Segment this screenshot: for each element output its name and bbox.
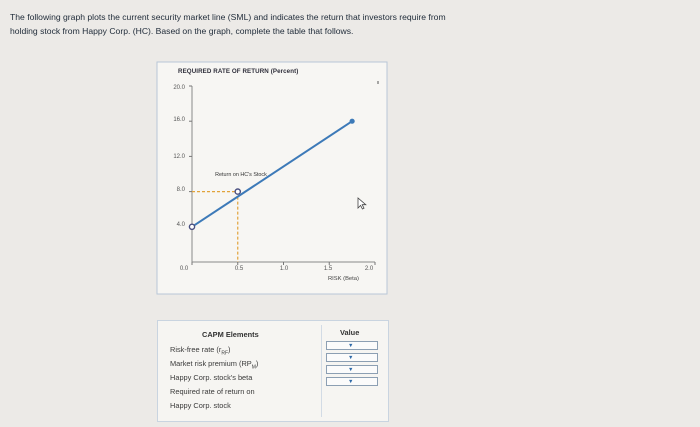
y-tick-label: 8.0 bbox=[176, 187, 185, 193]
y-tick-label: 4.0 bbox=[176, 222, 185, 228]
instructions: The following graph plots the current se… bbox=[10, 10, 570, 38]
stock-beta-dropdown[interactable]: ▼ bbox=[326, 365, 378, 374]
x-axis-title: RISK (Beta) bbox=[328, 276, 359, 282]
risk-free-point-marker[interactable] bbox=[188, 223, 196, 231]
y-tick-label: 16.0 bbox=[173, 117, 185, 123]
row-label-risk-free-rate: Risk-free rate (rRF) bbox=[170, 345, 231, 357]
instructions-line-1: The following graph plots the current se… bbox=[10, 12, 446, 22]
sml-endpoint-marker[interactable] bbox=[349, 118, 355, 124]
market-risk-premium-dropdown[interactable]: ▼ bbox=[326, 353, 378, 362]
y-axis-title: REQUIRED RATE OF RETURN (Percent) bbox=[178, 68, 299, 75]
row-label-stock-beta: Happy Corp. stock's beta bbox=[170, 373, 253, 382]
markers-layer bbox=[188, 118, 355, 231]
y-tick-label: 20.0 bbox=[173, 85, 185, 91]
guide-lines bbox=[192, 191, 239, 262]
chevron-down-icon: ▼ bbox=[348, 355, 354, 361]
required-return-dropdown[interactable]: ▼ bbox=[326, 377, 378, 386]
plot-frame bbox=[156, 61, 388, 295]
mouse-cursor-icon bbox=[357, 197, 367, 210]
row-label-market-risk-premium: Market risk premium (RPM) bbox=[170, 359, 259, 371]
table-divider bbox=[321, 325, 322, 417]
x-tick-label: 0.0 bbox=[179, 266, 189, 272]
y-tick-label: 12.0 bbox=[173, 154, 185, 160]
capm-elements-header: CAPM Elements bbox=[202, 330, 259, 339]
chevron-down-icon: ▼ bbox=[348, 343, 354, 349]
hc-stock-point-marker[interactable] bbox=[234, 188, 242, 195]
x-tick-label: 1.0 bbox=[279, 266, 289, 272]
chevron-down-icon: ▼ bbox=[348, 379, 354, 385]
row-label-required-return: Required rate of return on bbox=[170, 387, 255, 396]
x-tick-label: 2.0 bbox=[364, 266, 374, 272]
sml-line bbox=[191, 120, 353, 228]
row-label-required-return-cont: Happy Corp. stock bbox=[170, 401, 231, 410]
x-tick-label: 0.5 bbox=[234, 266, 244, 272]
series-layer bbox=[191, 120, 353, 228]
instructions-line-2: holding stock from Happy Corp. (HC). Bas… bbox=[10, 26, 354, 36]
sml-chart: REQUIRED RATE OF RETURN (Percent) 20.0 1… bbox=[156, 61, 388, 295]
sml-chart-svg bbox=[156, 61, 388, 295]
chevron-down-icon: ▼ bbox=[348, 367, 354, 373]
hc-stock-point-label: Return on HC's Stock bbox=[215, 172, 267, 178]
x-tick-label: 1.5 bbox=[323, 266, 333, 272]
capm-table: CAPM Elements Value Risk-free rate (rRF)… bbox=[157, 320, 389, 422]
risk-free-rate-dropdown[interactable]: ▼ bbox=[326, 341, 378, 350]
value-header: Value bbox=[340, 328, 360, 337]
